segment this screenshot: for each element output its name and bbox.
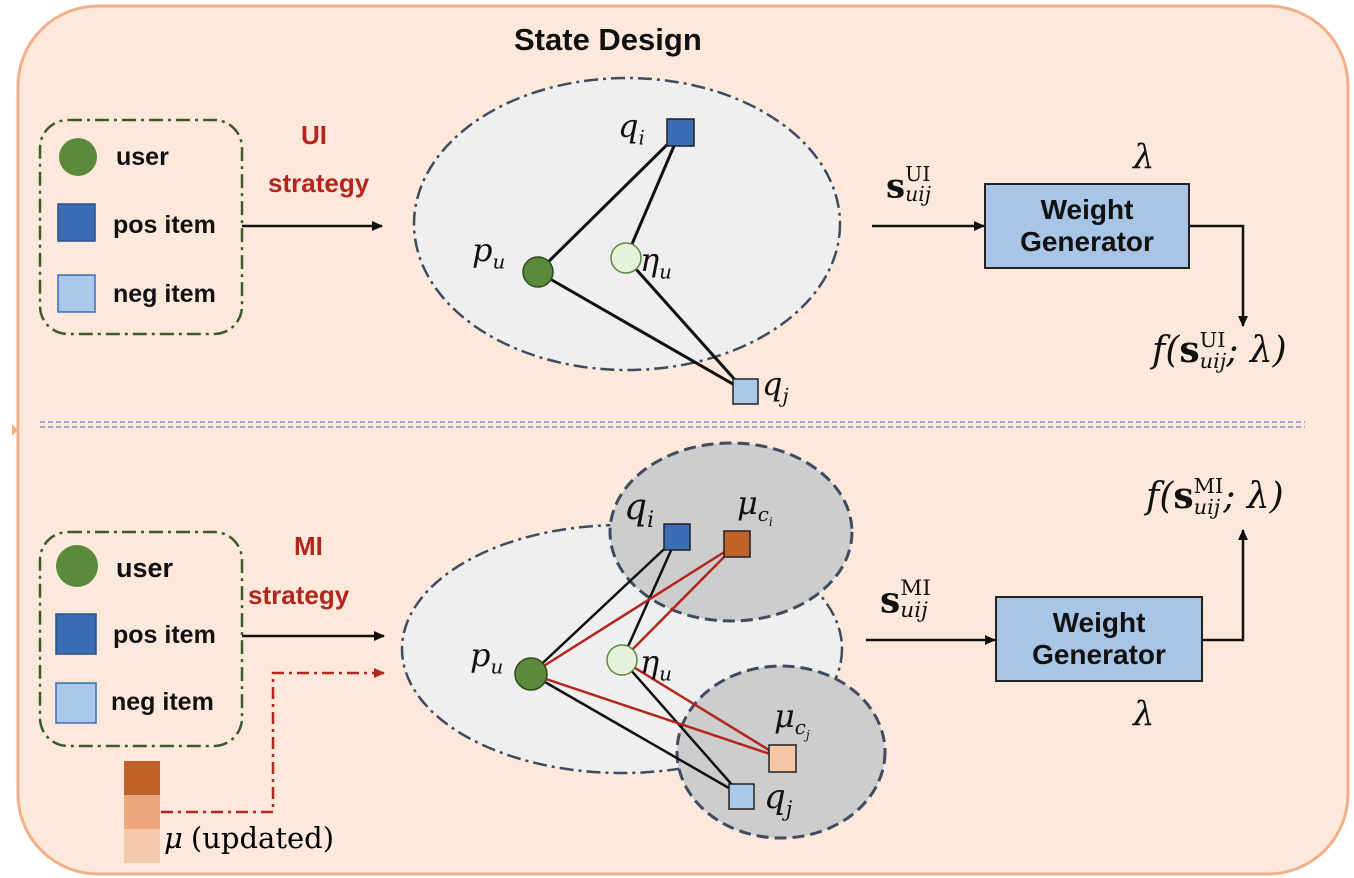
ui-output-arrow bbox=[1190, 224, 1248, 327]
ui-edge-eta-qj bbox=[624, 256, 747, 393]
ui-edge-pu-qj bbox=[537, 270, 746, 393]
diagram-title: State Design bbox=[514, 22, 702, 57]
mi-output-function: f(s MI uij; λ) bbox=[1146, 474, 1284, 519]
mi-edge-pu-muci bbox=[530, 542, 738, 676]
mi-node-q-j bbox=[728, 783, 755, 810]
ui-state-vector-label: s UI uij bbox=[886, 162, 932, 207]
mi-lambda-label: λ bbox=[1133, 694, 1155, 734]
ui-weight-generator-box: Weight Generator bbox=[984, 183, 1190, 269]
mi-legend-neg-item-label: neg item bbox=[111, 688, 214, 716]
mi-q-j-label: qj bbox=[764, 777, 793, 821]
ui-weight-generator-line2: Generator bbox=[1020, 226, 1154, 257]
mi-edge-pu-mucj bbox=[530, 672, 783, 760]
ui-edge-qi-eta bbox=[624, 131, 682, 259]
ui-node-q-j bbox=[732, 378, 759, 405]
mi-edge-eta-mucj bbox=[621, 658, 783, 760]
mi-legend-box bbox=[38, 530, 244, 748]
mi-legend-user-label: user bbox=[116, 553, 174, 583]
ui-legend-pos-item-label: pos item bbox=[113, 211, 216, 239]
mi-legend-pos-item-icon bbox=[55, 613, 97, 655]
ui-weight-generator-line1: Weight bbox=[1040, 193, 1134, 225]
mi-weight-generator-line2: Generator bbox=[1032, 639, 1166, 670]
mi-node-eta-u bbox=[606, 644, 638, 676]
ui-output-function: f(s UI uij; λ) bbox=[1152, 328, 1287, 373]
mi-node-q-i bbox=[663, 523, 691, 551]
ui-node-eta-u bbox=[610, 242, 642, 274]
ui-strategy-label-line2: strategy bbox=[268, 168, 370, 198]
ui-lambda-label: λ bbox=[1133, 137, 1155, 177]
ui-q-i-label: qi bbox=[618, 107, 645, 150]
mi-eta-u-label: ηu bbox=[640, 643, 672, 686]
mu-swatch-mid bbox=[124, 795, 160, 829]
mi-strategy-label-line1: MI bbox=[294, 531, 323, 561]
mu-swatch-light bbox=[124, 829, 160, 863]
ui-legend-neg-item-icon bbox=[57, 274, 96, 313]
ui-strategy-label-line1: UI bbox=[301, 120, 327, 150]
mi-p-u-label: pu bbox=[470, 636, 504, 679]
ui-legend-pos-item-icon bbox=[57, 203, 96, 242]
ui-node-q-i bbox=[666, 118, 695, 147]
mi-edge-eta-muci bbox=[621, 543, 738, 661]
mi-edge-pu-qi bbox=[530, 536, 678, 675]
mi-edge-pu-qj bbox=[530, 672, 742, 797]
ui-legend-user-label: user bbox=[116, 143, 169, 171]
ui-p-u-label: pu bbox=[472, 231, 506, 274]
mi-node-p-u bbox=[514, 657, 548, 691]
ui-edge-pu-qi bbox=[536, 130, 682, 274]
ui-legend-box bbox=[38, 118, 244, 336]
mi-legend-neg-item-icon bbox=[55, 682, 97, 724]
mi-weight-generator-box: Weight Generator bbox=[995, 596, 1203, 682]
mi-output-arrow bbox=[1203, 529, 1248, 642]
mi-node-mu-cj bbox=[768, 744, 797, 773]
ui-legend-neg-item-label: neg item bbox=[113, 280, 216, 308]
mi-mu-cj-label: μcj bbox=[774, 697, 810, 743]
ui-embedding-space bbox=[412, 76, 842, 372]
ui-q-j-label: qj bbox=[762, 365, 789, 408]
panel-notch bbox=[12, 424, 18, 436]
mi-legend-user-icon bbox=[56, 545, 98, 587]
mu-swatch-dark bbox=[124, 761, 160, 795]
mu-updated-label: μ (updated) bbox=[164, 821, 335, 855]
mi-state-vector-label: s MI uij bbox=[880, 576, 931, 623]
mi-mu-update-path bbox=[161, 668, 385, 814]
mi-weight-generator-line1: Weight bbox=[1052, 606, 1146, 638]
ui-eta-u-label: ηu bbox=[640, 241, 672, 284]
ui-node-p-u bbox=[522, 256, 554, 288]
mi-q-i-label: qi bbox=[624, 487, 655, 534]
ui-legend-user-icon bbox=[59, 138, 97, 176]
mi-mu-ci-label: μci bbox=[737, 484, 773, 530]
mi-legend-pos-item-label: pos item bbox=[113, 621, 216, 649]
mi-strategy-label-line2: strategy bbox=[248, 580, 350, 610]
mi-node-mu-ci bbox=[723, 530, 751, 558]
mi-edge-eta-qj bbox=[621, 659, 742, 796]
